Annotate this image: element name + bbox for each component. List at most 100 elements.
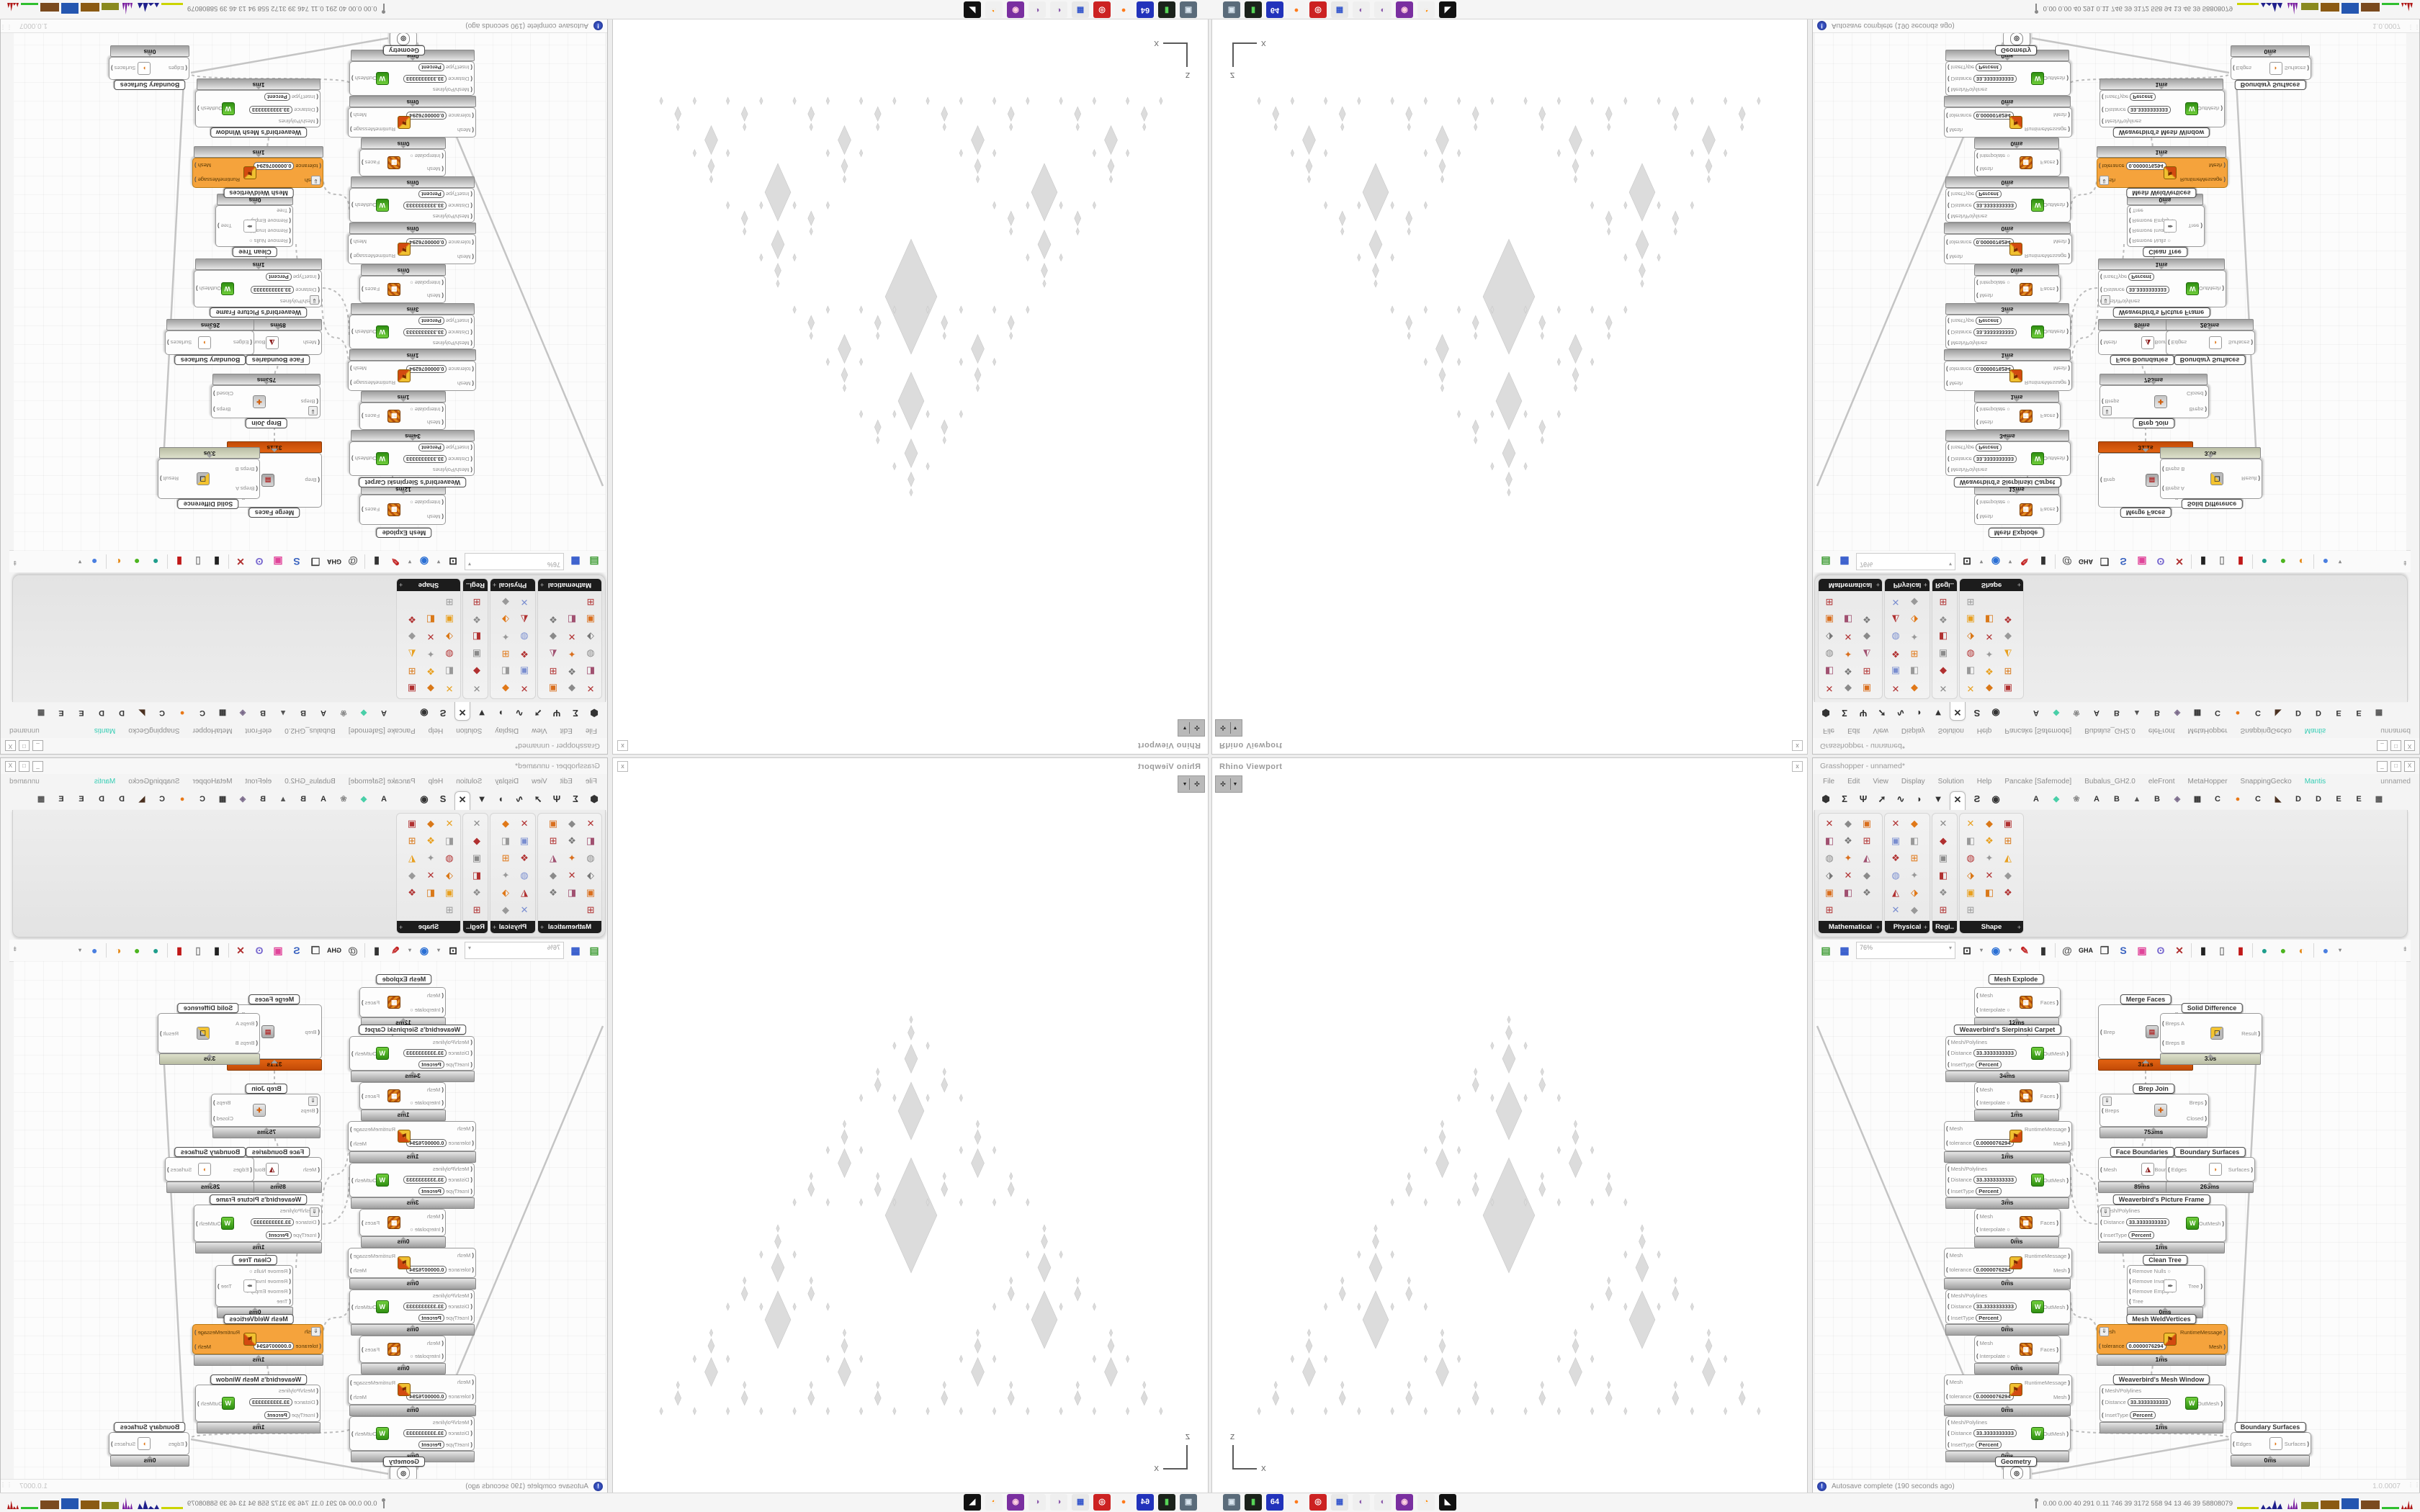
sketch-pen-icon[interactable]: ✎ <box>2020 556 2029 567</box>
input-port[interactable]: (Distance 33.3333333333 <box>1948 1048 2017 1057</box>
component-icon[interactable]: ◍ <box>1966 852 1975 863</box>
output-port[interactable]: OutMesh) <box>196 1220 222 1227</box>
preview-shaded-icon[interactable]: ▮ <box>176 556 182 567</box>
select-teal-icon[interactable]: ● <box>152 556 159 567</box>
menu-item-view[interactable]: View <box>1873 726 1888 735</box>
menu-item-mantis[interactable]: Mantis <box>94 777 116 786</box>
component-icon[interactable]: ◍ <box>520 631 529 642</box>
component-icon[interactable]: ◭ <box>1863 649 1870 660</box>
output-port[interactable]: RuntimeMessage) <box>2024 1379 2070 1386</box>
taskbar-app-blender[interactable]: ◔ <box>985 1 1003 18</box>
port-value[interactable]: 33.3333333333 <box>1973 75 2017 84</box>
taskbar-app-purple-monster[interactable]: ◉ <box>1007 1 1024 18</box>
viewport-close-button[interactable]: x <box>1792 761 1803 772</box>
input-port[interactable]: (tolerance 0.0000076294 <box>406 1139 474 1147</box>
tab-plugin-dotgrid[interactable]: ▩ <box>37 708 45 717</box>
component-icon[interactable]: ▣ <box>2003 683 2013 694</box>
input-port[interactable]: (Distance 33.3333333333 <box>2100 1218 2169 1227</box>
gh-node[interactable]: (Mesh (Interpolate ○ Faces) ▦ <box>359 402 446 430</box>
port-value[interactable]: 33.3333333333 <box>1973 328 2017 337</box>
component-icon[interactable]: ❖ <box>2004 887 2012 898</box>
preview-off-icon[interactable]: ▮ <box>2200 556 2206 567</box>
output-port[interactable]: RuntimeMessage) <box>2024 253 2070 260</box>
port-value[interactable]: 0.0000076294 <box>406 112 447 120</box>
tab-display-icon[interactable]: ◉ <box>420 708 429 719</box>
component-icon[interactable]: ◆ <box>568 818 575 829</box>
input-port[interactable]: (tolerance 0.0000076294 <box>254 162 321 170</box>
component-icon[interactable]: ❖ <box>1844 666 1852 677</box>
gh-node-selected[interactable]: ⇓(Mesh(tolerance0.0000076294RuntimeMessa… <box>192 158 323 188</box>
input-port[interactable]: (Interpolate ○ <box>410 153 444 160</box>
taskbar-app-calculator[interactable]: ▦ <box>1331 1494 1348 1511</box>
input-port[interactable]: (Edges <box>233 1166 252 1173</box>
component-icon[interactable]: ❖ <box>1863 614 1871 625</box>
component-icon[interactable]: ◆ <box>408 870 416 881</box>
gh-node[interactable]: (Mesh (Interpolate ○ Faces) ▦ <box>359 1082 446 1110</box>
close-button[interactable]: X <box>5 761 16 772</box>
input-port[interactable]: (Mesh <box>2100 1166 2118 1173</box>
taskbar-app-red-badge[interactable]: ◎ <box>1093 1 1111 18</box>
gh-node[interactable]: (Mesh/Polylines (Distance 33.3333333333 (In… <box>1945 61 2071 96</box>
node-label[interactable]: Boundary Surfaces <box>114 80 186 90</box>
output-port[interactable]: Mesh) <box>2053 112 2070 119</box>
menu-item-solution[interactable]: Solution <box>456 726 483 735</box>
output-port[interactable]: Breps) <box>2189 406 2207 413</box>
output-port[interactable]: OutMesh) <box>197 105 223 112</box>
output-port[interactable]: RuntimeMessage) <box>2024 379 2070 387</box>
input-port[interactable]: (Interpolate ○ <box>1976 1225 2010 1233</box>
component-icon[interactable]: ◆ <box>427 818 434 829</box>
component-icon[interactable]: ❖ <box>1939 614 1948 625</box>
gh-node[interactable]: (Mesh (Interpolate ○ Faces) ▦ <box>1974 495 2061 525</box>
component-icon[interactable]: ⊞ <box>1939 904 1948 915</box>
output-port[interactable]: Tree) <box>2188 222 2202 230</box>
tab-vector-icon[interactable]: ➚ <box>1878 793 1886 804</box>
port-value[interactable]: 33.3333333333 <box>403 1302 447 1310</box>
taskbar-app-purple-monster[interactable]: ◉ <box>1007 1494 1024 1511</box>
input-port[interactable]: (Interpolate ○ <box>410 1006 444 1013</box>
input-port[interactable]: (Mesh <box>1946 1252 1963 1259</box>
tab-plugin-a2[interactable]: A <box>2094 708 2099 717</box>
node-label[interactable]: Clean Tree <box>233 1255 277 1265</box>
node-label[interactable]: Face Boundaries <box>2110 355 2174 365</box>
input-port[interactable]: (Breps A <box>236 1020 258 1027</box>
component-icon[interactable]: ◍ <box>586 649 595 660</box>
component-icon[interactable]: ⊞ <box>2004 835 2012 846</box>
node-label[interactable]: Weaverbird's Mesh Window <box>210 1374 308 1385</box>
open-file-icon[interactable]: ▤ <box>589 945 599 956</box>
gh-node[interactable]: (Mesh (Interpolate ○ Faces) ▦ <box>1974 276 2061 303</box>
output-port[interactable]: Mesh) <box>2053 365 2070 372</box>
gh-node[interactable]: (Mesh (tolerance 0.0000076294 RuntimeMessag… <box>348 1374 476 1405</box>
tab-transform-icon[interactable]: Ƨ <box>439 793 447 804</box>
port-value[interactable]: Percent <box>418 1060 444 1068</box>
zoom-extents-icon[interactable]: ⊡ <box>1963 945 1971 956</box>
sketch-pen-icon[interactable]: ✎ <box>391 556 400 567</box>
component-icon[interactable]: ✕ <box>1985 631 1994 642</box>
component-icon[interactable]: ◍ <box>1825 852 1834 863</box>
menu-item-help[interactable]: Help <box>1976 726 1992 735</box>
gh-node[interactable]: (Edges Surfaces) ◗ <box>109 57 189 80</box>
input-port[interactable]: (tolerance 0.0000076294 <box>1946 112 2014 120</box>
output-port[interactable]: RuntimeMessage) <box>350 1379 396 1386</box>
port-value[interactable]: 33.3333333333 <box>403 328 447 337</box>
menu-item-bubalus-gh2-0[interactable]: Bubalus_GH2.0 <box>284 726 336 735</box>
output-port[interactable]: Faces) <box>362 159 380 166</box>
component-icon[interactable]: ▣ <box>548 683 558 694</box>
taskbar-app-calculator[interactable]: ▦ <box>1072 1 1089 18</box>
category-label[interactable]: Regi.. <box>1932 921 1957 933</box>
input-port[interactable]: (InsetType Percent <box>418 1313 472 1322</box>
tab-plugin-d2[interactable]: D <box>99 708 104 717</box>
output-port[interactable]: OutMesh) <box>351 1303 377 1310</box>
port-value[interactable]: 33.3333333333 <box>403 455 447 464</box>
category-label[interactable]: Shape <box>1960 579 2023 591</box>
node-label[interactable]: Face Boundaries <box>246 355 310 365</box>
category-label[interactable]: Mathematical <box>538 921 601 933</box>
component-icon[interactable]: ❖ <box>549 887 557 898</box>
input-port[interactable]: (Distance 33.3333333333 <box>1948 328 2017 337</box>
output-port[interactable]: Tree) <box>2188 1282 2202 1290</box>
component-icon[interactable]: ✕ <box>1966 818 1975 829</box>
gh-node[interactable]: (Breps A (Breps B Result) ❏ <box>158 1013 260 1053</box>
input-port[interactable]: (Mesh/Polylines <box>1948 340 1988 347</box>
gh-node[interactable]: (Breps A (Breps B Result) ❏ <box>2160 459 2262 499</box>
output-port[interactable]: Faces) <box>2040 1346 2058 1353</box>
component-icon[interactable]: ❖ <box>408 887 416 898</box>
